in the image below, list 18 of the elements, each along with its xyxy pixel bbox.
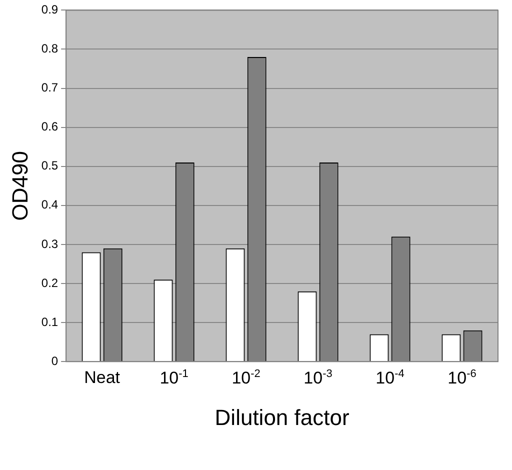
y-tick-label: 0.4 <box>41 198 58 212</box>
x-tick-label: 10$^{-4}$ <box>376 368 404 388</box>
x-axis-title: Dilution factor <box>214 404 350 430</box>
x-tick-label: 10$^{-3}$ <box>304 368 332 388</box>
y-tick-label: 0.8 <box>41 42 58 56</box>
y-tick-label: 0.6 <box>41 120 58 134</box>
y-tick-label: 0 <box>51 354 58 368</box>
x-tick-label: 10$^{-2}$ <box>232 368 260 388</box>
x-tick-label: Neat <box>84 368 120 388</box>
y-tick-label: 0.2 <box>41 276 58 290</box>
y-tick-label: 0.7 <box>41 80 58 95</box>
x-tick-label: 10$^{-6}$ <box>448 368 476 388</box>
y-tick-label: 0.3 <box>41 236 58 251</box>
y-axis-title: OD490 <box>7 151 32 221</box>
x-tick-label: 10$^{-1}$ <box>160 368 188 388</box>
y-tick-label: 0.9 <box>41 2 58 17</box>
y-tick-label: 0.5 <box>41 158 58 173</box>
y-tick-label: 0.1 <box>41 314 58 329</box>
